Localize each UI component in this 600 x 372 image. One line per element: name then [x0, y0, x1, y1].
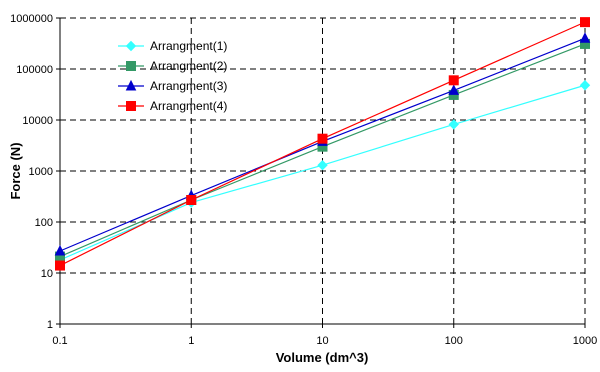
data-point [448, 84, 460, 95]
data-point [317, 133, 328, 144]
axes [56, 17, 586, 328]
legend-item: Arrangment(2) [118, 59, 227, 73]
x-tick-label: 100 [445, 335, 463, 347]
x-tick-label: 0.1 [52, 335, 67, 347]
legend-item: Arrangment(1) [118, 39, 227, 53]
y-tick-label: 1000000 [10, 13, 53, 25]
data-point [317, 159, 328, 171]
y-tick-label: 10 [41, 268, 53, 280]
data-point [186, 195, 197, 206]
y-tick-label: 100000 [16, 64, 53, 76]
legend-item: Arrangment(3) [118, 79, 227, 93]
data-point [54, 244, 66, 256]
legend-label: Arrangment(3) [150, 79, 227, 93]
y-tick-label: 1000 [29, 166, 53, 178]
data-point [579, 80, 591, 91]
x-tick-label: 1000 [573, 335, 597, 347]
data-point [448, 119, 459, 130]
series-group [54, 17, 591, 271]
y-axis-title: Force (N) [8, 142, 23, 199]
legend-label: Arrangment(4) [150, 99, 227, 113]
series-4 [55, 17, 590, 271]
data-point [55, 260, 65, 271]
x-tick-label: 1 [188, 335, 194, 347]
data-point [448, 75, 459, 86]
legend-marker [125, 79, 137, 91]
y-tick-label: 100 [35, 217, 53, 229]
legend-item: Arrangment(4) [118, 99, 227, 113]
legend-label: Arrangment(1) [150, 39, 227, 53]
legend-marker [126, 61, 136, 71]
legend-marker [125, 40, 137, 52]
y-tick-label: 1 [47, 319, 53, 331]
x-axis-title: Volume (dm^3) [276, 350, 369, 365]
data-point [580, 17, 590, 28]
legend-label: Arrangment(2) [150, 59, 227, 73]
legend-marker [126, 101, 136, 111]
legend: Arrangment(1) Arrangment(2) Arrangment(3) A… [118, 39, 227, 113]
x-tick-label: 10 [316, 335, 328, 347]
y-tick-label: 10000 [22, 115, 53, 127]
data-point [579, 32, 591, 43]
grid [60, 17, 586, 324]
tick-labels: 0.1 1 10 100 1000 1 10 100 1000 10000 100000 100000… [10, 13, 597, 347]
